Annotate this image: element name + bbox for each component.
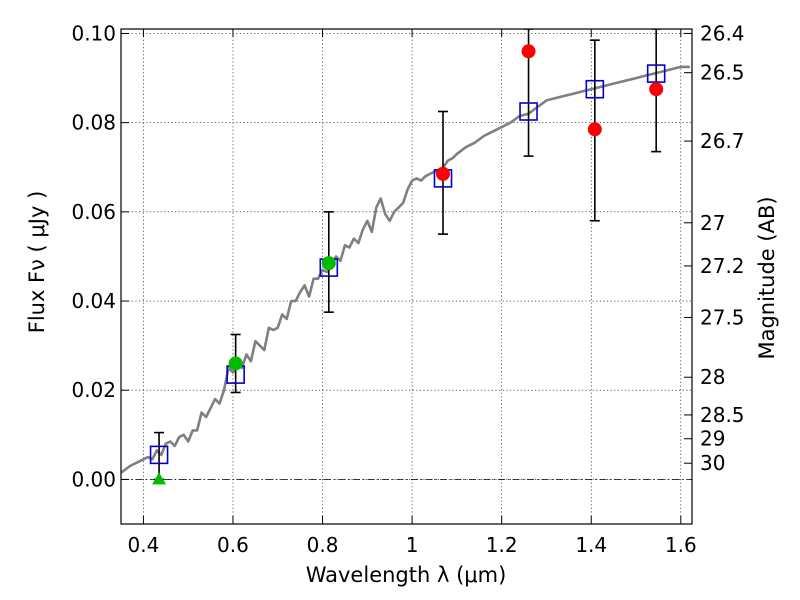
optical-flux-point (321, 256, 336, 271)
mag-tick-label: 30 (700, 451, 725, 475)
x-tick-label: 0.6 (217, 533, 249, 557)
x-tick-label: 1 (406, 533, 419, 557)
mag-tick-label: 28 (700, 365, 725, 389)
y-tick-label: 0.10 (71, 21, 116, 45)
mag-tick-label: 26.5 (700, 61, 745, 85)
data-layer (121, 29, 690, 485)
right-axis-label: Magnitude (AB) (755, 196, 779, 359)
nir-flux-point (649, 82, 664, 97)
y-tick-label: 0.08 (71, 111, 116, 135)
nir-flux-point (435, 166, 450, 181)
plot-background (121, 29, 692, 524)
ticks (121, 29, 692, 524)
mag-tick-label: 26.4 (700, 21, 745, 45)
nir-flux-point (521, 44, 536, 59)
mag-tick-label: 27 (700, 211, 725, 235)
mag-tick-label: 29 (700, 427, 725, 451)
nir-flux-point (587, 122, 602, 137)
y-tick-label: 0.06 (71, 200, 116, 224)
model-flux-square (585, 79, 605, 99)
x-tick-label: 1.6 (665, 533, 697, 557)
x-tick-label: 1.2 (486, 533, 518, 557)
y-tick-label: 0.00 (71, 467, 116, 491)
y-axis-label: Flux Fν ( μJy ) (25, 191, 49, 334)
sed-line (121, 65, 690, 474)
model-flux-square (519, 102, 538, 121)
y-tick-label: 0.02 (71, 378, 116, 402)
mag-tick-label: 26.7 (700, 129, 745, 153)
x-axis-label: Wavelength λ (μm) (306, 563, 507, 587)
x-tick-label: 0.8 (307, 533, 339, 557)
optical-flux-point (228, 356, 243, 371)
plot-frame (120, 28, 693, 525)
y-tick-label: 0.04 (71, 289, 116, 313)
tick-labels: 0.4 0.6 0.8 1 1.2 1.4 1.6 0.00 0.02 0.04 0.06 0.08 0… (71, 21, 744, 557)
mag-tick-label: 27.5 (700, 305, 745, 329)
model-flux-square (149, 445, 169, 465)
x-tick-label: 0.4 (127, 533, 159, 557)
mag-tick-label: 27.2 (700, 254, 745, 278)
model-flux-square (646, 64, 666, 83)
upper-limit-triangle (152, 472, 167, 485)
x-tick-label: 1.4 (575, 533, 607, 557)
mag-tick-label: 28.5 (700, 403, 745, 427)
